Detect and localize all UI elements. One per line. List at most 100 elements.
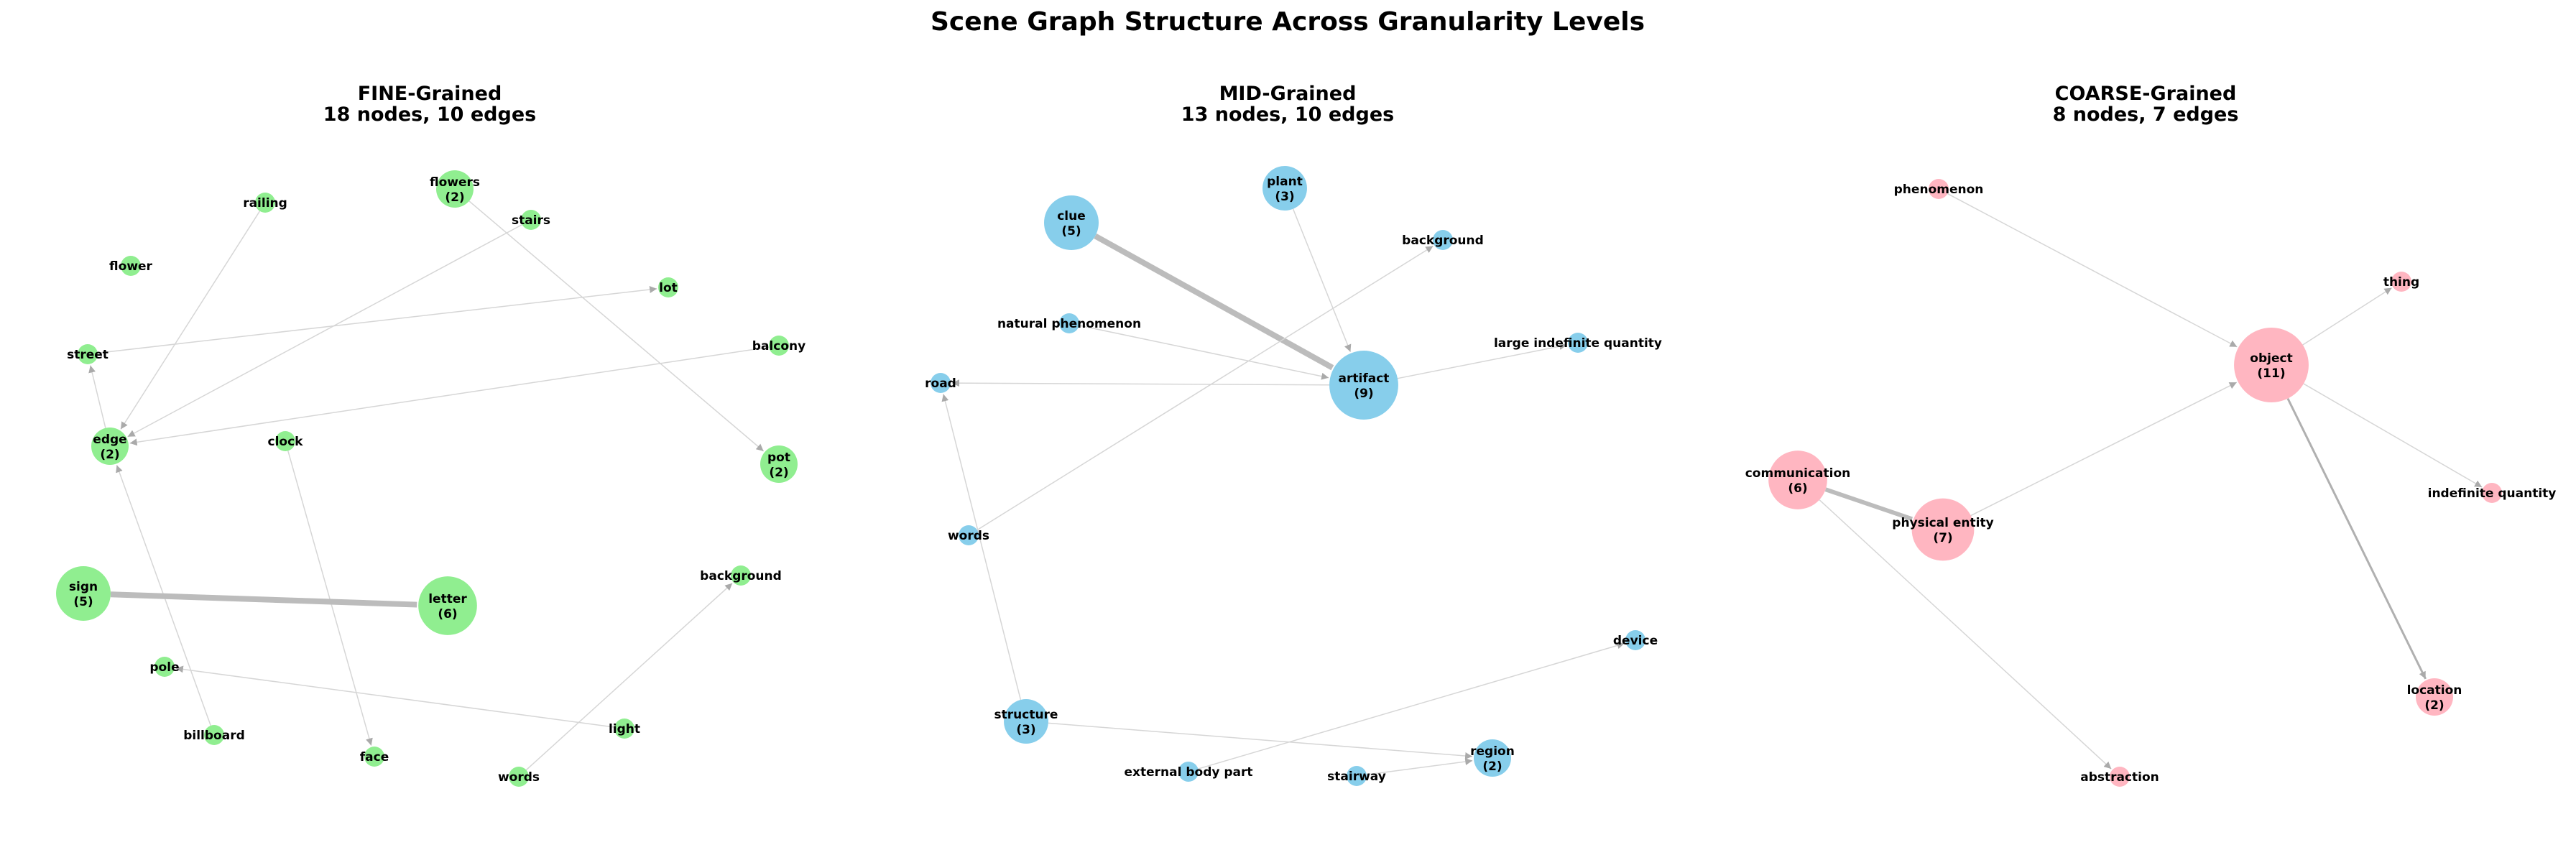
node-lot bbox=[658, 277, 678, 297]
node-region bbox=[1474, 739, 1511, 777]
edge-stairway-to-region bbox=[1366, 758, 1473, 775]
panel-title-fine: FINE-Grained bbox=[358, 83, 502, 105]
edge-words-to-background bbox=[977, 245, 1434, 531]
node-label-light: light bbox=[609, 722, 640, 736]
node-label-region: region (2) bbox=[1470, 744, 1515, 774]
edge-phenomenon-to-object bbox=[1947, 193, 2238, 348]
edge-balcony-to-edge bbox=[129, 346, 770, 446]
node-phenomenon bbox=[1929, 179, 1949, 199]
node-stairway bbox=[1347, 766, 1367, 786]
edge-communication-to-abstraction bbox=[1819, 499, 2112, 770]
edge-edge-to-street bbox=[88, 365, 106, 428]
node-sign bbox=[56, 566, 111, 621]
node-label-artifact: artifact (9) bbox=[1339, 371, 1390, 401]
node-background bbox=[731, 565, 751, 586]
edge-layer-fine bbox=[88, 200, 770, 771]
edge-artifact-to-road bbox=[951, 379, 1330, 387]
node-label-lot: lot bbox=[659, 281, 678, 295]
node-railing bbox=[255, 193, 275, 213]
node-words bbox=[959, 525, 979, 545]
node-plant bbox=[1262, 166, 1307, 211]
node-object bbox=[2234, 328, 2309, 402]
edge-plant-to-artifact bbox=[1292, 208, 1352, 352]
edge-railing-to-edge bbox=[120, 211, 261, 430]
panel-subtitle-coarse: 8 nodes, 7 edges bbox=[2053, 103, 2239, 126]
panel-fine: FINE-Grained 18 nodes, 10 edges railing f… bbox=[56, 83, 805, 787]
node-label-natural-phenomenon: natural phenomenon bbox=[997, 317, 1141, 331]
edge-clock-to-face bbox=[287, 451, 373, 746]
node-label-location: location (2) bbox=[2407, 683, 2462, 713]
edge-clue-to-artifact bbox=[1094, 233, 1334, 371]
node-label-flower: flower bbox=[109, 259, 153, 274]
node-device bbox=[1625, 630, 1645, 650]
edge-light-to-pole bbox=[175, 665, 615, 728]
node-label-balcony: balcony bbox=[752, 339, 805, 354]
node-label-large-indefinite-quantity: large indefinite quantity bbox=[1494, 336, 1662, 351]
node-label-structure: structure (3) bbox=[994, 708, 1058, 737]
node-natural-phenomenon bbox=[1059, 313, 1079, 333]
edge-stairs-to-edge bbox=[127, 223, 523, 438]
node-label-stairway: stairway bbox=[1327, 770, 1386, 784]
node-location bbox=[2416, 678, 2453, 716]
node-label-railing: railing bbox=[243, 196, 287, 211]
node-pole bbox=[154, 657, 175, 677]
panel-subtitle-fine: 18 nodes, 10 edges bbox=[323, 103, 536, 126]
node-label-pole: pole bbox=[149, 660, 179, 675]
node-label-object: object (11) bbox=[2250, 351, 2292, 381]
node-layer-mid: clue (5) plant (3) background natural phenome… bbox=[925, 166, 1662, 786]
node-label-external-body-part: external body part bbox=[1124, 765, 1252, 780]
node-communication bbox=[1768, 451, 1827, 509]
edge-flowers-to-pot bbox=[468, 200, 765, 452]
panel-mid: MID-Grained 13 nodes, 10 edges clue (5) pl… bbox=[925, 83, 1662, 786]
panel-title-coarse: COARSE-Grained bbox=[2055, 83, 2237, 105]
edge-physical-entity-to-object bbox=[1970, 382, 2238, 517]
node-label-background: background bbox=[1402, 234, 1484, 248]
node-clock bbox=[275, 431, 295, 451]
node-label-pot: pot (2) bbox=[767, 451, 790, 480]
node-edge bbox=[91, 428, 129, 465]
node-large-indefinite-quantity bbox=[1568, 333, 1588, 353]
edge-layer-mid bbox=[941, 208, 1625, 775]
edge-structure-to-road bbox=[941, 394, 1022, 701]
node-background bbox=[1433, 230, 1453, 250]
node-label-clue: clue (5) bbox=[1057, 209, 1086, 239]
node-clue bbox=[1044, 195, 1099, 250]
node-label-words: words bbox=[498, 770, 540, 785]
node-flower bbox=[121, 256, 141, 276]
node-label-physical-entity: physical entity (7) bbox=[1892, 516, 1993, 545]
node-label-street: street bbox=[67, 348, 109, 362]
node-structure bbox=[1004, 699, 1048, 744]
node-label-clock: clock bbox=[268, 435, 304, 449]
node-letter bbox=[418, 576, 477, 635]
node-layer-coarse: phenomenon thing object (11) communication (6… bbox=[1745, 179, 2557, 787]
node-pot bbox=[760, 445, 798, 483]
node-balcony bbox=[769, 336, 789, 356]
node-label-indefinite-quantity: indefinite quantity bbox=[2428, 486, 2557, 501]
node-label-face: face bbox=[360, 750, 389, 764]
node-label-flowers: flowers (2) bbox=[430, 175, 480, 205]
node-billboard bbox=[204, 725, 224, 745]
panel-subtitle-mid: 13 nodes, 10 edges bbox=[1181, 103, 1394, 126]
edge-street-to-lot bbox=[97, 286, 657, 354]
edge-external-body-part-to-device bbox=[1198, 642, 1625, 770]
figure-title: Scene Graph Structure Across Granularity… bbox=[931, 7, 1645, 37]
node-street bbox=[78, 344, 98, 364]
panel-title-mid: MID-Grained bbox=[1219, 83, 1357, 105]
node-light bbox=[614, 719, 634, 739]
node-physical-entity bbox=[1911, 498, 1975, 561]
node-words bbox=[509, 767, 529, 787]
node-thing bbox=[2391, 272, 2411, 292]
node-label-background: background bbox=[700, 569, 782, 583]
node-label-road: road bbox=[925, 377, 956, 391]
edge-object-to-location bbox=[2286, 397, 2427, 680]
node-label-billboard: billboard bbox=[183, 729, 245, 743]
panel-coarse: COARSE-Grained 8 nodes, 7 edges phenomen… bbox=[1745, 83, 2557, 787]
edge-communication-to-physical-entity bbox=[1824, 487, 1913, 522]
edge-object-to-indefinite-quantity bbox=[2303, 383, 2483, 488]
node-layer-fine: railing flowers (2) stairs flower lot street ba… bbox=[56, 170, 805, 787]
node-label-words: words bbox=[948, 529, 989, 543]
node-label-communication: communication (6) bbox=[1745, 466, 1851, 496]
node-external-body-part bbox=[1178, 762, 1199, 782]
edge-artifact-to-large-indefinite-quantity bbox=[1397, 343, 1567, 379]
